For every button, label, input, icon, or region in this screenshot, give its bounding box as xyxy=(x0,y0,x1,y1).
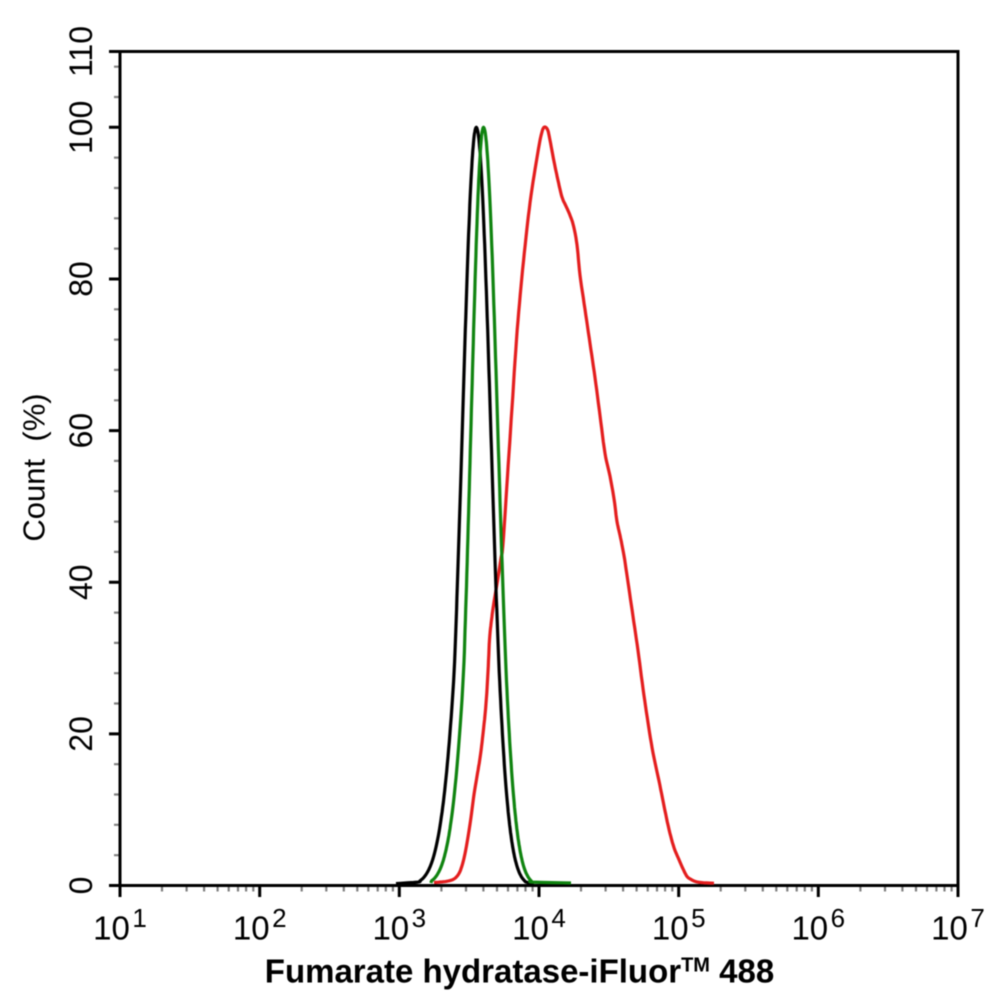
svg-text:40: 40 xyxy=(63,564,99,600)
svg-text:80: 80 xyxy=(63,261,99,297)
svg-text:20: 20 xyxy=(63,716,99,752)
svg-text:110: 110 xyxy=(63,26,99,77)
svg-text:Count (%): Count (%) xyxy=(17,393,52,541)
svg-text:0: 0 xyxy=(63,877,99,895)
svg-text:100: 100 xyxy=(63,101,99,154)
svg-text:60: 60 xyxy=(63,413,99,449)
